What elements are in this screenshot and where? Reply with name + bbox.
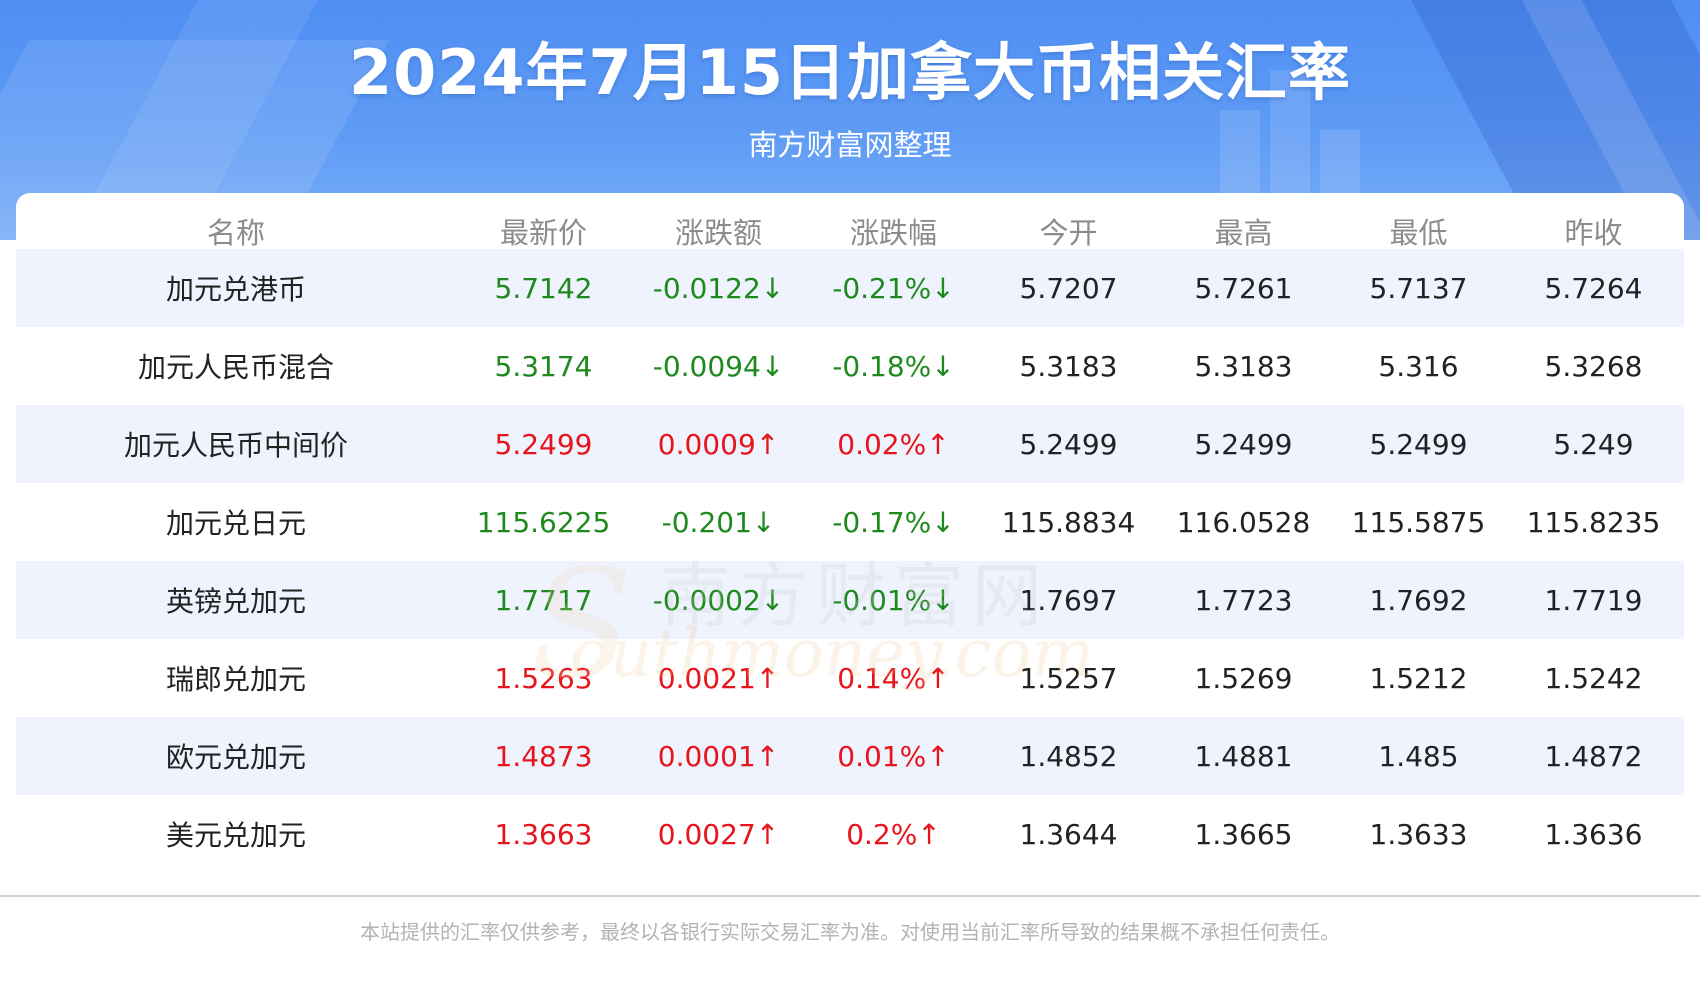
- disclaimer-text: 本站提供的汇率仅供参考，最终以各银行实际交易汇率为准。对使用当前汇率所导致的结果…: [360, 920, 1340, 944]
- latest-price: 1.7717: [494, 583, 593, 617]
- change-percent: -0.01%↓: [832, 583, 955, 617]
- prev-close: 1.3636: [1544, 817, 1643, 851]
- change-percent: 0.14%↑: [837, 661, 950, 695]
- currency-pair-name: 加元兑日元: [165, 507, 306, 540]
- currency-pair-name: 欧元兑加元: [165, 741, 306, 774]
- col-header-name: 名称: [206, 216, 265, 250]
- open-price: 1.7697: [1019, 583, 1118, 617]
- high-price: 1.4881: [1194, 739, 1293, 773]
- open-price: 115.8834: [1001, 505, 1136, 539]
- prev-close: 5.249: [1553, 427, 1634, 461]
- col-header-open: 今开: [1039, 216, 1098, 250]
- open-price: 5.7207: [1019, 271, 1118, 305]
- page-subtitle: 南方财富网整理: [748, 128, 952, 162]
- high-price: 1.7723: [1194, 583, 1293, 617]
- currency-pair-name: 瑞郎兑加元: [165, 663, 306, 696]
- high-price: 5.7261: [1194, 271, 1293, 305]
- open-price: 5.3183: [1019, 349, 1118, 383]
- col-header-low: 最低: [1389, 216, 1448, 250]
- decor-bar: [1320, 130, 1360, 200]
- table-row: 英镑兑加元 1.7717 -0.0002↓ -0.01%↓ 1.7697 1.7…: [16, 561, 1684, 639]
- col-header-high: 最高: [1214, 216, 1273, 250]
- currency-pair-name: 加元兑港币: [165, 273, 306, 306]
- change-amount: 0.0001↑: [657, 739, 780, 773]
- low-price: 115.5875: [1351, 505, 1486, 539]
- table-row: 加元人民币混合 5.3174 -0.0094↓ -0.18%↓ 5.3183 5…: [16, 327, 1684, 405]
- change-amount: -0.0122↓: [652, 271, 785, 305]
- col-header-latest: 最新价: [499, 216, 587, 250]
- prev-close: 115.8235: [1526, 505, 1661, 539]
- table-row: 欧元兑加元 1.4873 0.0001↑ 0.01%↑ 1.4852 1.488…: [16, 717, 1684, 795]
- table-row: 加元兑港币 5.7142 -0.0122↓ -0.21%↓ 5.7207 5.7…: [16, 249, 1684, 327]
- latest-price: 5.3174: [494, 349, 593, 383]
- prev-close: 5.7264: [1544, 271, 1643, 305]
- table-header: 名称 最新价 涨跌额 涨跌幅 今开 最高 最低 昨收: [16, 193, 1684, 269]
- low-price: 5.2499: [1369, 427, 1468, 461]
- prev-close: 5.3268: [1544, 349, 1643, 383]
- change-percent: 0.01%↑: [837, 739, 950, 773]
- decor-bar: [1270, 70, 1310, 200]
- open-price: 1.4852: [1019, 739, 1118, 773]
- high-price: 1.3665: [1194, 817, 1293, 851]
- col-header-pct: 涨跌幅: [849, 216, 937, 250]
- change-percent: -0.18%↓: [832, 349, 955, 383]
- latest-price: 5.2499: [494, 427, 593, 461]
- change-amount: 0.0009↑: [657, 427, 780, 461]
- low-price: 1.7692: [1369, 583, 1468, 617]
- change-percent: 0.02%↑: [837, 427, 950, 461]
- low-price: 1.485: [1378, 739, 1459, 773]
- latest-price: 1.3663: [494, 817, 593, 851]
- low-price: 5.316: [1378, 349, 1459, 383]
- table-row: 加元兑日元 115.6225 -0.201↓ -0.17%↓ 115.8834 …: [16, 483, 1684, 561]
- open-price: 1.5257: [1019, 661, 1118, 695]
- latest-price: 115.6225: [476, 505, 611, 539]
- table-row: 加元人民币中间价 5.2499 0.0009↑ 0.02%↑ 5.2499 5.…: [16, 405, 1684, 483]
- change-amount: 0.0021↑: [657, 661, 780, 695]
- open-price: 1.3644: [1019, 817, 1118, 851]
- col-header-prev: 昨收: [1564, 216, 1623, 250]
- change-amount: -0.0002↓: [652, 583, 785, 617]
- table-row: 瑞郎兑加元 1.5263 0.0021↑ 0.14%↑ 1.5257 1.526…: [16, 639, 1684, 717]
- page-title: 2024年7月15日加拿大币相关汇率: [349, 36, 1351, 109]
- currency-pair-name: 美元兑加元: [165, 819, 306, 852]
- change-amount: 0.0027↑: [657, 817, 780, 851]
- high-price: 5.2499: [1194, 427, 1293, 461]
- prev-close: 1.7719: [1544, 583, 1643, 617]
- open-price: 5.2499: [1019, 427, 1118, 461]
- change-percent: -0.21%↓: [832, 271, 955, 305]
- decor-bar: [1220, 110, 1260, 200]
- latest-price: 1.5263: [494, 661, 593, 695]
- high-price: 1.5269: [1194, 661, 1293, 695]
- footer-divider: [0, 895, 1700, 897]
- high-price: 5.3183: [1194, 349, 1293, 383]
- prev-close: 1.5242: [1544, 661, 1643, 695]
- change-amount: -0.0094↓: [652, 349, 785, 383]
- currency-pair-name: 加元人民币混合: [137, 351, 334, 384]
- table-row: 美元兑加元 1.3663 0.0027↑ 0.2%↑ 1.3644 1.3665…: [16, 795, 1684, 873]
- change-amount: -0.201↓: [661, 505, 776, 539]
- rates-table: 名称 最新价 涨跌额 涨跌幅 今开 最高 最低 昨收 加元兑港币 5.7142 …: [16, 193, 1684, 895]
- high-price: 116.0528: [1176, 505, 1311, 539]
- change-percent: 0.2%↑: [846, 817, 941, 851]
- col-header-change: 涨跌额: [674, 216, 762, 250]
- low-price: 1.3633: [1369, 817, 1468, 851]
- change-percent: -0.17%↓: [832, 505, 955, 539]
- prev-close: 1.4872: [1544, 739, 1643, 773]
- currency-pair-name: 英镑兑加元: [165, 585, 306, 618]
- latest-price: 1.4873: [494, 739, 593, 773]
- low-price: 5.7137: [1369, 271, 1468, 305]
- low-price: 1.5212: [1369, 661, 1468, 695]
- currency-pair-name: 加元人民币中间价: [123, 429, 348, 462]
- latest-price: 5.7142: [494, 271, 593, 305]
